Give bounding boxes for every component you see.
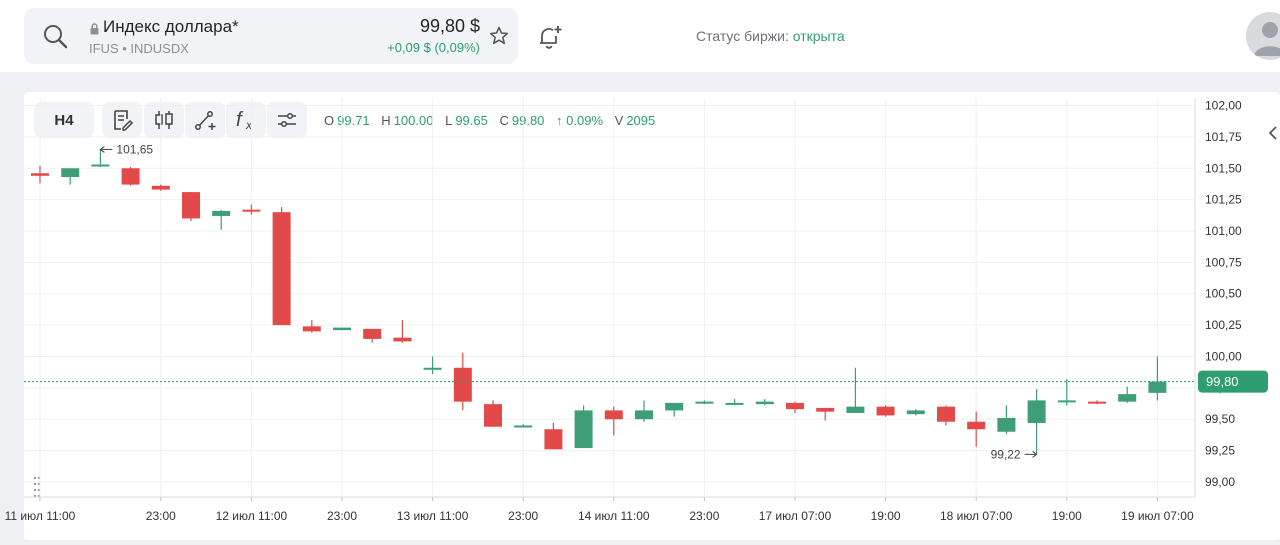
ohlc-close: 99.80 (511, 113, 545, 128)
ohlc-low: 99.65 (455, 113, 488, 128)
ohlc-high: 100.00 (393, 113, 434, 128)
avatar[interactable] (1246, 12, 1280, 60)
top-bar: Индекс доллара* IFUS • INDUSDX 99,80 $ +… (0, 0, 1280, 72)
notes-button[interactable] (102, 102, 142, 138)
ohlc-volume: 2095 (626, 113, 656, 128)
svg-text:f: f (236, 109, 244, 131)
search-icon[interactable] (42, 23, 68, 49)
notes-icon (114, 110, 134, 131)
drag-handle-icon[interactable] (33, 474, 41, 500)
chart-panel: H4 f x (24, 92, 1280, 540)
settings-sliders-icon (278, 112, 296, 128)
bell-add-icon[interactable] (536, 23, 564, 51)
svg-text:x: x (245, 118, 253, 132)
chevron-left-icon[interactable] (1266, 124, 1280, 142)
exchange-status-value: открыта (792, 28, 845, 44)
ohlc-legend: O 99.71 H 100.00 L 99.65 C 99.80 ↑ 0.09% V 20… (324, 113, 663, 128)
ticker-name: Индекс доллара* (103, 17, 239, 36)
ohlc-open-label: O (324, 113, 335, 128)
ticker-card[interactable]: Индекс доллара* IFUS • INDUSDX 99,80 $ +… (24, 8, 518, 64)
ticker-price: 99,80 $ (419, 16, 480, 36)
settings-button[interactable] (267, 102, 307, 138)
exchange-status: Статус биржи: открыта (696, 28, 845, 44)
ticker-exchange: IFUS • INDUSDX (89, 41, 189, 56)
ohlc-high-label: H (381, 113, 391, 128)
indicators-button[interactable]: f x (226, 102, 266, 138)
ticker-change: +0,09 $ (0,09%) (387, 40, 480, 55)
exchange-status-label: Статус биржи: (696, 28, 793, 44)
ohlc-low-label: L (445, 113, 453, 128)
drawing-button[interactable] (185, 102, 225, 138)
ohlc-close-label: C (499, 113, 509, 128)
ohlc-open: 99.71 (337, 113, 370, 128)
function-icon: f x (236, 109, 253, 132)
star-icon[interactable] (488, 25, 510, 47)
chart-type-button[interactable] (144, 102, 184, 138)
candles-icon (155, 111, 173, 129)
interval-button[interactable]: H4 (34, 102, 94, 138)
ohlc-volume-label: V (614, 113, 624, 128)
drawing-icon (195, 111, 216, 130)
lock-icon (90, 23, 99, 35)
user-icon (1254, 22, 1280, 56)
ohlc-change: ↑ 0.09% (556, 113, 604, 128)
